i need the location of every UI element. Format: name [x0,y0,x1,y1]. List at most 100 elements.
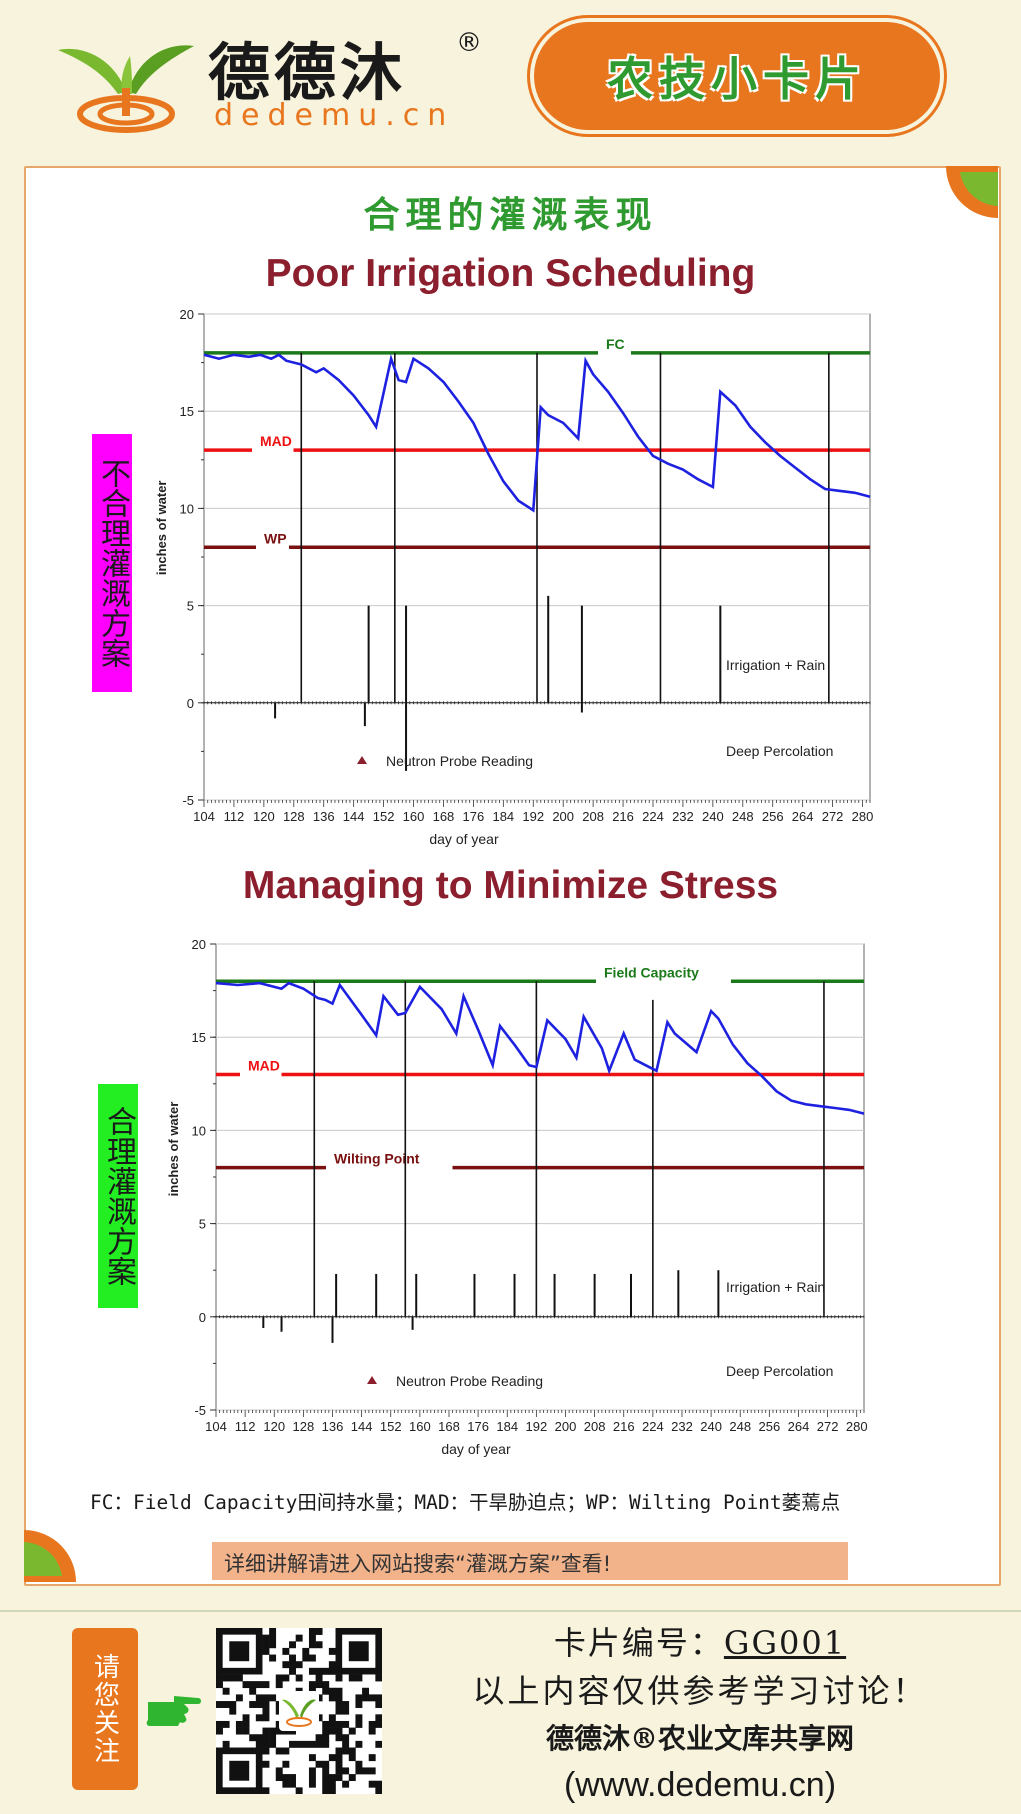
qr-module [328,1661,336,1669]
qr-module [335,1774,343,1782]
qr-module [235,1727,243,1735]
y-tick-label: 5 [187,599,194,614]
x-tick-label: 272 [822,809,844,824]
brand-url: dedemu.cn [214,98,455,133]
x-tick-label: 216 [612,809,634,824]
qr-module [342,1720,350,1728]
qr-module [315,1760,323,1768]
y-tick-label: 0 [199,1310,206,1325]
qr-module [335,1734,343,1742]
qr-module [269,1727,277,1735]
chart-poor-irrigation: -5 0 5 10 15 20 104 112 120 128 136 144 152 160 168 176… [154,307,874,847]
qr-module [275,1747,283,1755]
qr-module [335,1754,343,1762]
qr-module [342,1707,350,1715]
x-tick-label: 152 [380,1419,402,1434]
x-tick-label: 160 [409,1419,431,1434]
qr-module [315,1674,323,1682]
qr-module [355,1767,363,1775]
qr-module [375,1720,382,1728]
qr-module [216,1727,223,1735]
chart-title-poor: Poor Irrigation Scheduling [265,252,756,295]
disclaimer: 以上内容仅供参考学习讨论！ [472,1672,928,1710]
x-tick-label: 104 [205,1419,227,1434]
badge-label: 农技小卡片 [607,52,867,106]
x-tick-label: 120 [253,809,275,824]
qr-module [229,1701,237,1708]
qr-module [308,1628,316,1635]
qr-module [269,1654,277,1662]
y-tick-label: 5 [199,1217,206,1232]
qr-module [262,1740,270,1748]
x-tick-label: 200 [552,809,574,824]
y-tick-label: 20 [192,937,206,952]
qr-module [335,1687,343,1695]
qr-module [229,1674,237,1682]
qr-module [216,1681,223,1689]
qr-module [348,1727,356,1735]
y-tick-label: 10 [192,1123,206,1138]
qr-module [289,1661,296,1669]
qr-module [335,1727,343,1735]
qr-module [275,1727,283,1735]
qr-module [328,1720,336,1728]
site-name: 德德沐®农业文库共享网 [545,1722,854,1755]
pointing-hand-icon [146,1696,201,1726]
site-url[interactable]: (www.dedemu.cn) [563,1766,837,1804]
qr-module [262,1734,270,1742]
x-tick-label: 128 [293,1419,315,1434]
qr-module [368,1780,376,1788]
follow-button[interactable]: 请您关注 [72,1628,138,1790]
x-tick-label: 280 [852,809,874,824]
annotation-percolation: Deep Percolation [726,743,833,759]
y-tick-label: -5 [194,1403,206,1418]
qr-module [255,1734,263,1742]
qr-module [328,1787,336,1794]
qr-module [342,1740,350,1748]
qr-module [308,1634,316,1642]
annotation-probe: Neutron Probe Reading [396,1373,543,1389]
x-tick-label: 144 [343,809,365,824]
reference-label-bg [252,440,294,461]
x-tick-label: 272 [817,1419,839,1434]
qr-module [255,1694,263,1702]
side-label-poor: 不合理灌溉方案 [92,434,132,692]
x-tick-label: 280 [846,1419,868,1434]
x-axis-label: day of year [441,1441,511,1457]
x-tick-label: 232 [671,1419,693,1434]
footer-text: 卡片编号：GG001 以上内容仅供参考学习讨论！ 德德沐®农业文库共享网 (ww… [420,1620,980,1808]
qr-module [322,1727,330,1735]
qr-module [308,1641,316,1649]
qr-module [315,1667,323,1675]
qr-finder [229,1641,250,1662]
qr-code-icon[interactable] [216,1628,382,1794]
qr-module [289,1641,296,1649]
qr-module [302,1647,310,1655]
qr-module [322,1780,330,1788]
qr-module [308,1780,316,1788]
qr-module [242,1714,250,1722]
qr-module [315,1694,323,1702]
qr-module [342,1701,350,1708]
qr-module [282,1760,290,1768]
x-tick-label: 128 [283,809,305,824]
qr-module [322,1774,330,1782]
qr-module [249,1701,257,1708]
qr-module [282,1774,290,1782]
qr-module [302,1740,310,1748]
cta-banner[interactable]: 详细讲解请进入网站搜索“灌溉方案”查看! [212,1542,848,1580]
y-axis-label: inches of water [154,481,169,576]
y-tick-label: -5 [182,793,194,808]
cta-text: 详细讲解请进入网站搜索“灌溉方案”查看! [224,1552,612,1576]
qr-module [262,1701,270,1708]
header: 德德沐 ® dedemu.cn 农技小卡片 [0,0,1021,160]
x-tick-label: 168 [438,1419,460,1434]
qr-module [375,1694,382,1702]
qr-module [308,1654,316,1662]
qr-finder [229,1760,250,1781]
qr-module [362,1687,370,1695]
qr-module [362,1767,370,1775]
qr-module [335,1694,343,1702]
card-number-label: 卡片编号： [553,1624,724,1662]
qr-module [302,1654,310,1662]
